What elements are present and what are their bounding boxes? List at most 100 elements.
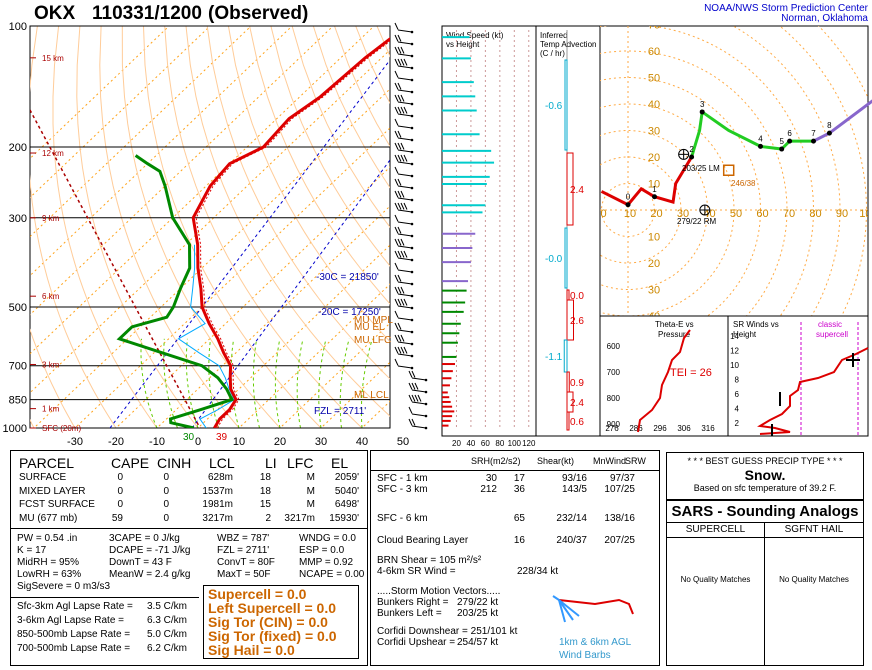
wind-barb-feather bbox=[403, 202, 408, 210]
corfidi-up-name: Corfidi Upshear = bbox=[377, 637, 456, 648]
wind-barb-dot bbox=[410, 210, 414, 214]
wind-barb-dot bbox=[410, 318, 414, 322]
lapse-rate-value: 3.5 C/km bbox=[147, 601, 188, 612]
parcel-col-header: CAPE bbox=[111, 455, 150, 471]
parcel-cell: 6498' bbox=[334, 499, 359, 510]
wind-barb-dot bbox=[424, 390, 428, 394]
hodo-segment bbox=[760, 139, 814, 151]
parcel-cell: M bbox=[306, 499, 315, 510]
hodo-km-label: 2 bbox=[689, 145, 694, 154]
kin-divider bbox=[371, 470, 659, 471]
wind-barb-dot bbox=[410, 198, 414, 202]
wind-speed-tick: 120 bbox=[522, 439, 536, 448]
wind-barb-dot bbox=[424, 378, 428, 382]
wind-barb-feather bbox=[400, 58, 405, 66]
dry-adiabat bbox=[30, 26, 117, 428]
wind-barb-feather bbox=[394, 202, 399, 210]
motion-title: .....Storm Motion Vectors..... bbox=[377, 586, 501, 597]
wind-barb bbox=[394, 34, 414, 46]
wind-barb bbox=[394, 130, 414, 142]
wind-barb bbox=[394, 106, 414, 118]
hodo-km-label: 3 bbox=[700, 100, 705, 109]
wind-speed-tick: 20 bbox=[452, 439, 461, 448]
sr-wind-value: 228/34 kt bbox=[517, 566, 559, 577]
wind-barb bbox=[394, 250, 414, 262]
wind-barb-staff bbox=[397, 29, 413, 33]
kinematics-cell: 240/37 bbox=[556, 535, 587, 546]
wind-barb-dot bbox=[410, 186, 414, 190]
hodo-km-marker bbox=[787, 138, 793, 144]
wind-barb-dot bbox=[410, 306, 414, 310]
wind-barb-feather bbox=[394, 130, 399, 138]
moist-adiabat bbox=[339, 338, 350, 428]
height-label: 12 km bbox=[42, 149, 64, 158]
parcel-cell: 0 bbox=[117, 485, 123, 497]
hodo-x-label: 20 bbox=[650, 208, 662, 220]
thermo-index: WBZ = 787' bbox=[217, 533, 270, 544]
temp-adv-title-3: (C / hr) bbox=[540, 49, 565, 58]
isotherm-line bbox=[30, 26, 293, 277]
advection-label: 2.4 bbox=[570, 185, 584, 196]
hodo-x-label: 70 bbox=[783, 208, 795, 220]
temp-tick-label: 50 bbox=[397, 436, 409, 448]
thermo-index: MeanW = 2.4 g/kg bbox=[109, 569, 191, 580]
wind-barb-feather bbox=[403, 58, 408, 66]
parcel-cell: 3217m bbox=[202, 512, 233, 524]
wind-barb-feather bbox=[397, 34, 402, 42]
wind-barb-dot bbox=[410, 102, 414, 106]
wind-barb-dot bbox=[410, 90, 414, 94]
wind-barb-feather bbox=[397, 190, 402, 198]
parcel-cell: 3217m bbox=[284, 512, 315, 524]
moist-adiabat bbox=[163, 338, 178, 428]
wind-barb-feather bbox=[400, 142, 405, 150]
theta-e-y-tick: 800 bbox=[607, 394, 621, 403]
observed-label: (Observed) bbox=[208, 3, 308, 24]
kinematics-cell: 65 bbox=[513, 513, 525, 524]
wind-barb bbox=[394, 70, 414, 82]
annotation-m20: -20C = 17250' bbox=[318, 307, 381, 318]
kinematics-header: SRH(m2/s2) Shear(kt) MnWind SRW bbox=[371, 456, 659, 468]
wind-barb bbox=[394, 22, 414, 34]
parcel-cell: 2059' bbox=[334, 472, 359, 483]
sr-winds-title-1: SR Winds vs bbox=[733, 320, 779, 329]
wind-barb-staff bbox=[411, 377, 427, 381]
mean-wind-label: 246/38 bbox=[731, 179, 756, 188]
wind-barb-staff bbox=[397, 65, 413, 69]
wind-barb-feather bbox=[394, 298, 399, 306]
wind-barb-staff bbox=[411, 425, 427, 429]
wind-barb bbox=[394, 58, 414, 70]
wind-barb-feather bbox=[400, 250, 405, 258]
hodo-x-label: 40 bbox=[703, 208, 715, 220]
dry-adiabat bbox=[291, 26, 390, 228]
hodo-km-label: 0 bbox=[626, 193, 631, 202]
temp-tick-label: 20 bbox=[274, 436, 286, 448]
wind-barb-staff bbox=[397, 269, 413, 273]
kinematics-col-header: MnWind bbox=[593, 456, 627, 466]
isotherm-line bbox=[115, 166, 390, 428]
precip-type: Snow. bbox=[744, 467, 786, 483]
wind-barb-dot bbox=[410, 174, 414, 178]
moist-adiabat bbox=[318, 338, 327, 428]
hodograph-trace: 0 1 2 3 4 56 7 8 bbox=[600, 99, 872, 216]
kinematics-cell: SFC - 1 km bbox=[377, 473, 428, 484]
dry-adiabat bbox=[30, 328, 76, 428]
wind-barb-feather bbox=[394, 46, 399, 54]
wind-barb bbox=[394, 154, 414, 166]
sr-winds-title-2: Height bbox=[733, 330, 757, 339]
sounding-profiles bbox=[30, 37, 390, 428]
advection-bar bbox=[566, 299, 574, 341]
wind-barb bbox=[394, 178, 414, 190]
wind-barb-dot bbox=[410, 330, 414, 334]
wind-barb bbox=[394, 346, 414, 358]
wind-barb-feather bbox=[400, 94, 405, 102]
advection-bar bbox=[566, 391, 574, 413]
wind-barb-feather bbox=[397, 82, 402, 90]
wind-barb-feather bbox=[394, 238, 399, 246]
isotherm-line bbox=[30, 26, 170, 160]
sars-divider bbox=[667, 522, 863, 523]
kinematics-cell: 30 bbox=[485, 473, 497, 484]
composite-param: Sig Hail = 0.0 bbox=[208, 642, 295, 658]
wind-speed-title-2: vs Height bbox=[446, 40, 480, 49]
